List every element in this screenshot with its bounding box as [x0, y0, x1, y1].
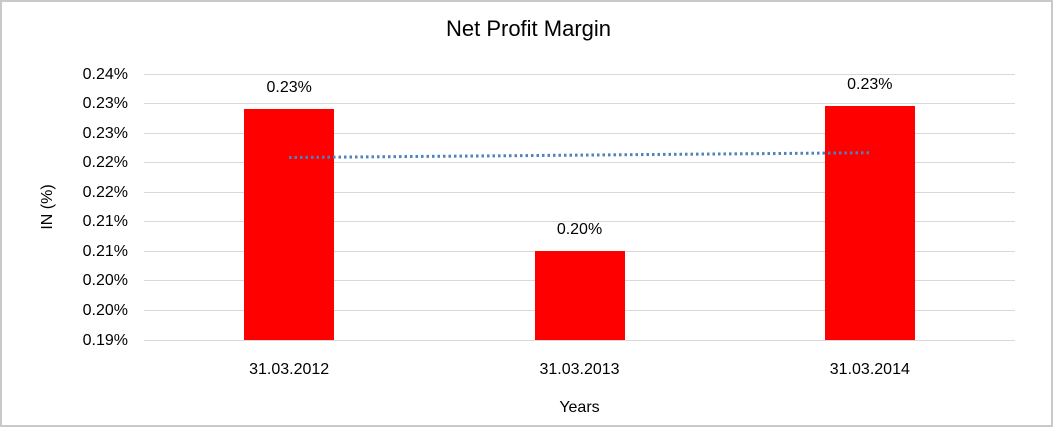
bar: [534, 251, 625, 340]
bar: [244, 109, 335, 340]
trendline: [289, 151, 870, 160]
x-axis-title: Years: [559, 399, 600, 416]
bar-data-label: 0.23%: [266, 79, 312, 97]
x-axis-tick-label: 31.03.2013: [539, 361, 620, 378]
gridline: [144, 221, 1015, 223]
gridline: [144, 73, 1015, 75]
y-axis-tick-label: 0.22%: [82, 183, 128, 201]
y-axis-tick-label: 0.22%: [82, 154, 128, 172]
y-axis-tick-label: 0.23%: [82, 95, 128, 113]
y-axis-tick-label: 0.20%: [82, 301, 128, 319]
gridline: [144, 103, 1015, 105]
y-axis-tick-label: 0.21%: [82, 213, 128, 231]
bar: [824, 105, 915, 340]
x-axis-tick-label: 31.03.2014: [829, 361, 910, 378]
x-axis-tick-label: 31.03.2012: [249, 361, 330, 378]
bar-data-label: 0.23%: [847, 75, 893, 93]
y-axis-tick-label: 0.21%: [82, 242, 128, 260]
y-axis-tick-label: 0.24%: [82, 65, 128, 83]
gridline: [144, 191, 1015, 193]
gridline: [144, 132, 1015, 134]
gridline: [144, 162, 1015, 164]
y-axis-tick-label: 0.20%: [82, 272, 128, 290]
gridline: [144, 339, 1015, 341]
y-axis-tick-label: 0.23%: [82, 124, 128, 142]
chart-title: Net Profit Margin: [445, 16, 612, 41]
bar-data-label: 0.20%: [556, 221, 603, 239]
y-axis-tick-label: 0.19%: [82, 331, 128, 349]
